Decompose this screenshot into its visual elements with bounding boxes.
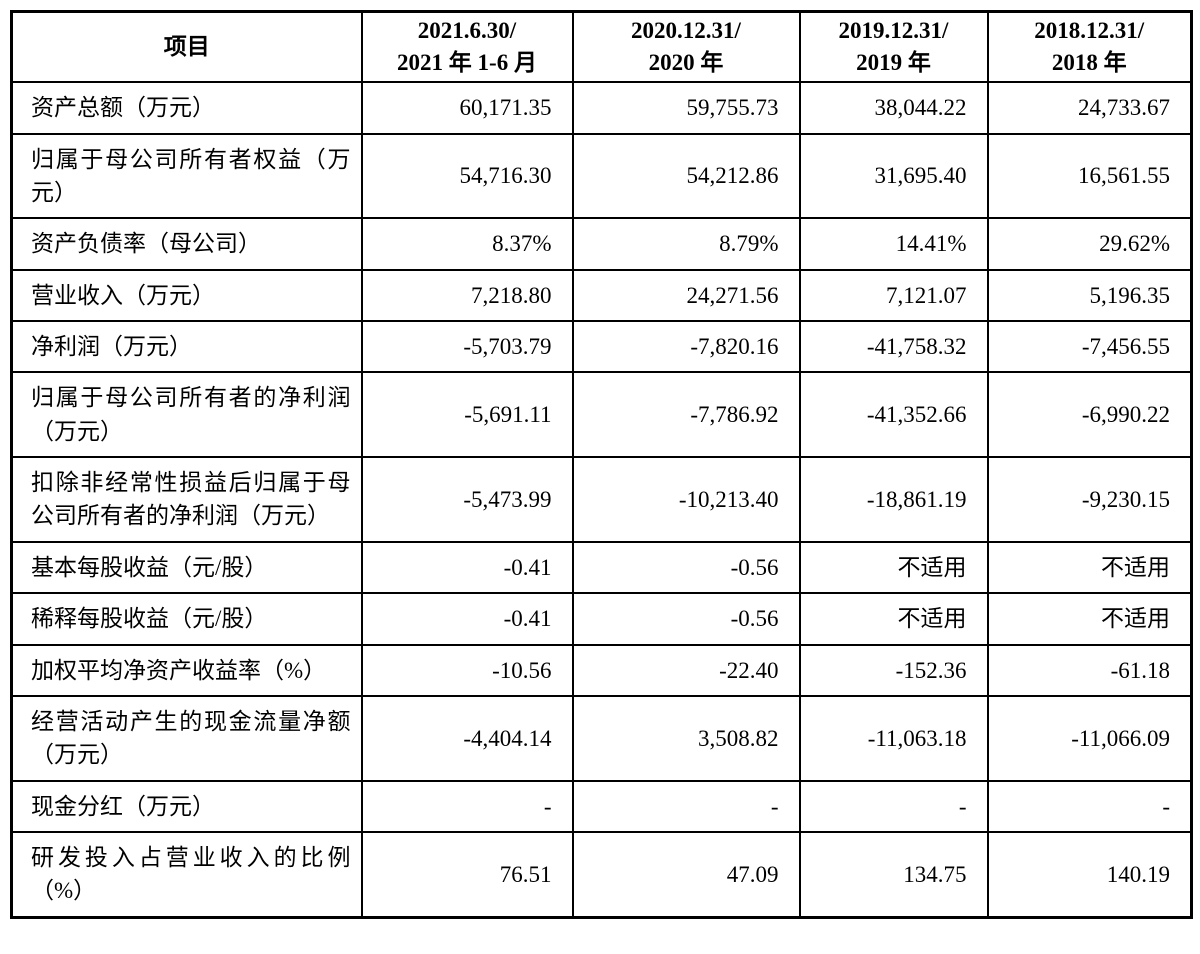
table-row: 营业收入（万元） 7,218.80 24,271.56 7,121.07 5,1… [10, 268, 1193, 323]
table-row: 基本每股收益（元/股） -0.41 -0.56 不适用 不适用 [10, 540, 1193, 595]
cell-value: 7,218.80 [360, 268, 574, 323]
header-period-line2: 2020 年 [648, 50, 724, 76]
cell-value: -0.41 [360, 540, 574, 595]
table-row: 经营活动产生的现金流量净额（万元） -4,404.14 3,508.82 -11… [10, 694, 1193, 782]
cell-value: - [986, 779, 1193, 833]
table-row: 归属于母公司所有者的净利润（万元） -5,691.11 -7,786.92 -4… [10, 371, 1193, 459]
cell-value: 7,121.07 [798, 268, 989, 323]
cell-value: 76.51 [360, 830, 574, 919]
row-label: 研发投入占营业收入的比例（%） [10, 830, 363, 919]
cell-value: -0.41 [360, 592, 574, 646]
header-period-2021h1: 2021.6.30/ 2021 年 1-6 月 [360, 10, 574, 84]
cell-value: -11,063.18 [798, 694, 989, 782]
row-label: 归属于母公司所有者权益（万元） [10, 132, 363, 220]
cell-value: 29.62% [986, 217, 1193, 271]
header-item-column: 项目 [10, 10, 363, 84]
row-label: 经营活动产生的现金流量净额（万元） [10, 694, 363, 782]
cell-value: 54,212.86 [571, 132, 801, 220]
header-period-line2: 2021 年 1-6 月 [397, 50, 537, 76]
cell-value: -61.18 [986, 643, 1193, 697]
cell-value: 5,196.35 [986, 268, 1193, 323]
cell-value: 47.09 [571, 830, 801, 919]
cell-value: 54,716.30 [360, 132, 574, 220]
cell-value: 14.41% [798, 217, 989, 271]
row-label: 扣除非经常性损益后归属于母公司所有者的净利润（万元） [10, 456, 363, 543]
header-period-line1: 2021.6.30/ [417, 18, 517, 43]
cell-value: -18,861.19 [798, 456, 989, 543]
header-period-line1: 2020.12.31/ [631, 18, 741, 43]
cell-value: 不适用 [986, 592, 1193, 646]
row-label: 归属于母公司所有者的净利润（万元） [10, 371, 363, 459]
cell-value: 140.19 [986, 830, 1193, 919]
cell-value: -5,691.11 [360, 371, 574, 459]
cell-value: -152.36 [798, 643, 989, 697]
cell-value: - [571, 779, 801, 833]
header-period-2018: 2018.12.31/ 2018 年 [986, 10, 1193, 84]
table-row: 稀释每股收益（元/股） -0.41 -0.56 不适用 不适用 [10, 592, 1193, 646]
table-row: 研发投入占营业收入的比例（%） 76.51 47.09 134.75 140.1… [10, 830, 1193, 919]
row-label: 营业收入（万元） [10, 268, 363, 323]
cell-value: -7,456.55 [986, 320, 1193, 374]
cell-value: 24,271.56 [571, 268, 801, 323]
cell-value: - [798, 779, 989, 833]
row-label: 基本每股收益（元/股） [10, 540, 363, 595]
header-period-line2: 2018 年 [1051, 50, 1127, 76]
cell-value: -0.56 [571, 540, 801, 595]
cell-value: 8.79% [571, 217, 801, 271]
cell-value: -0.56 [571, 592, 801, 646]
cell-value: 不适用 [798, 540, 989, 595]
cell-value: -4,404.14 [360, 694, 574, 782]
header-row: 项目 2021.6.30/ 2021 年 1-6 月 2020.12.31/ 2… [10, 10, 1193, 84]
cell-value: -11,066.09 [986, 694, 1193, 782]
table-row: 资产负债率（母公司） 8.37% 8.79% 14.41% 29.62% [10, 217, 1193, 271]
cell-value: -10,213.40 [571, 456, 801, 543]
table-row: 加权平均净资产收益率（%） -10.56 -22.40 -152.36 -61.… [10, 643, 1193, 697]
cell-value: -5,703.79 [360, 320, 574, 374]
header-period-line1: 2018.12.31/ [1034, 18, 1145, 43]
cell-value: -10.56 [360, 643, 574, 697]
header-period-line1: 2019.12.31/ [838, 18, 949, 43]
cell-value: 134.75 [798, 830, 989, 919]
row-label: 资产负债率（母公司） [10, 217, 363, 271]
cell-value: 38,044.22 [798, 81, 989, 135]
header-period-line2: 2019 年 [856, 50, 931, 76]
cell-value: 31,695.40 [798, 132, 989, 220]
cell-value: 8.37% [360, 217, 574, 271]
header-period-2020: 2020.12.31/ 2020 年 [571, 10, 801, 84]
row-label: 资产总额（万元） [10, 81, 363, 135]
cell-value: 24,733.67 [986, 81, 1193, 135]
cell-value: 3,508.82 [571, 694, 801, 782]
row-label: 现金分红（万元） [10, 779, 363, 833]
cell-value: 不适用 [798, 592, 989, 646]
table-row: 扣除非经常性损益后归属于母公司所有者的净利润（万元） -5,473.99 -10… [10, 456, 1193, 543]
cell-value: 59,755.73 [571, 81, 801, 135]
row-label: 稀释每股收益（元/股） [10, 592, 363, 646]
table-row: 归属于母公司所有者权益（万元） 54,716.30 54,212.86 31,6… [10, 132, 1193, 220]
cell-value: 60,171.35 [360, 81, 574, 135]
cell-value: 16,561.55 [986, 132, 1193, 220]
row-label: 净利润（万元） [10, 320, 363, 374]
cell-value: - [360, 779, 574, 833]
cell-value: -5,473.99 [360, 456, 574, 543]
cell-value: -7,820.16 [571, 320, 801, 374]
cell-value: -41,352.66 [798, 371, 989, 459]
cell-value: -9,230.15 [986, 456, 1193, 543]
cell-value: -7,786.92 [571, 371, 801, 459]
cell-value: -41,758.32 [798, 320, 989, 374]
cell-value: 不适用 [986, 540, 1193, 595]
header-period-2019: 2019.12.31/ 2019 年 [798, 10, 989, 84]
row-label: 加权平均净资产收益率（%） [10, 643, 363, 697]
table-row: 现金分红（万元） - - - - [10, 779, 1193, 833]
table-row: 净利润（万元） -5,703.79 -7,820.16 -41,758.32 -… [10, 320, 1193, 374]
table-row: 资产总额（万元） 60,171.35 59,755.73 38,044.22 2… [10, 81, 1193, 135]
cell-value: -22.40 [571, 643, 801, 697]
cell-value: -6,990.22 [986, 371, 1193, 459]
financial-summary-table: 项目 2021.6.30/ 2021 年 1-6 月 2020.12.31/ 2… [10, 10, 1193, 919]
